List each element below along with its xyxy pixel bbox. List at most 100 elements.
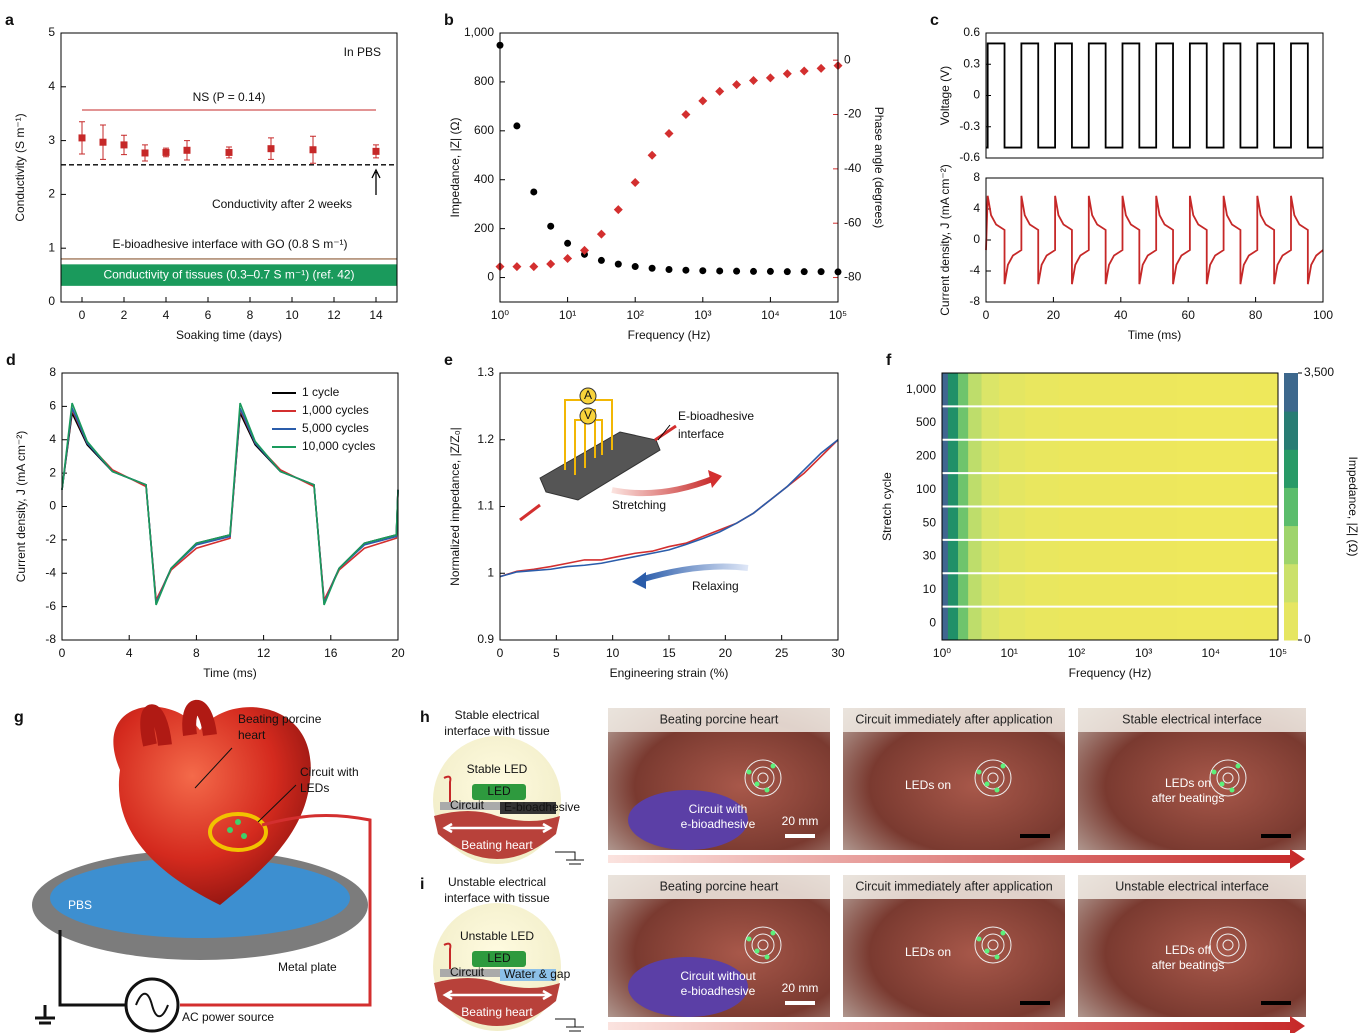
point xyxy=(767,268,774,275)
point xyxy=(598,257,605,264)
reference-label: Conductivity after 2 weeks xyxy=(212,197,352,211)
point xyxy=(530,188,537,195)
inset-status: Unstable LED xyxy=(460,929,534,943)
heat-cell xyxy=(948,440,959,473)
inset-led: LED xyxy=(487,784,511,798)
label: Circuit with xyxy=(300,765,359,779)
point xyxy=(665,266,672,273)
colorbar-tick-label: 0 xyxy=(1304,632,1311,646)
point xyxy=(79,134,86,141)
y-tick-label: 0 xyxy=(973,88,980,102)
y-tick-label: 1 xyxy=(48,240,55,254)
heat-cell xyxy=(1177,440,1245,473)
x-tick-label: 10⁰ xyxy=(933,646,951,660)
led-light xyxy=(1001,764,1006,769)
y-tick-label: 2 xyxy=(48,187,55,201)
heat-cell xyxy=(1059,373,1111,406)
heat-cell xyxy=(958,406,969,439)
point xyxy=(268,145,275,152)
heat-cell xyxy=(958,540,969,573)
line xyxy=(986,196,1323,284)
point xyxy=(632,263,639,270)
heat-cell xyxy=(1244,573,1278,606)
point xyxy=(529,262,538,271)
ground xyxy=(555,852,584,864)
led-light xyxy=(771,931,776,936)
series-label: Relaxing xyxy=(692,579,739,593)
point xyxy=(715,87,724,96)
led-light xyxy=(977,937,982,942)
heat-cell xyxy=(999,607,1026,640)
inset-label: interface xyxy=(678,427,724,441)
y-tick-label: 1,000 xyxy=(906,382,936,396)
x-tick-label: 0 xyxy=(983,308,990,322)
point xyxy=(750,268,757,275)
inset-title: Stable electrical xyxy=(455,708,540,722)
y-tick-label: -4 xyxy=(969,263,980,277)
heat-cell xyxy=(948,373,959,406)
x-tick-label: 10⁵ xyxy=(1269,646,1287,660)
point xyxy=(800,67,809,76)
heat-cell xyxy=(999,507,1026,540)
heat-cell xyxy=(982,573,1000,606)
y-tick-label: 10 xyxy=(923,582,937,596)
point xyxy=(649,265,656,272)
y-tick-label: 400 xyxy=(474,172,494,186)
heat-cell xyxy=(1110,406,1178,439)
led-light xyxy=(995,955,1000,960)
y-tick-label: 800 xyxy=(474,74,494,88)
x-tick-label: 10 xyxy=(606,646,620,660)
heat-cell xyxy=(999,573,1026,606)
point xyxy=(783,69,792,78)
arrow xyxy=(372,170,380,195)
heat-cell xyxy=(942,507,948,540)
heat-cell xyxy=(942,573,948,606)
point xyxy=(121,141,128,148)
inset-led: LED xyxy=(487,951,511,965)
x-tick-label: 0 xyxy=(59,646,66,660)
band-label: Conductivity of tissues (0.3–0.7 S m⁻¹) … xyxy=(103,267,354,281)
x-tick-label: 16 xyxy=(324,646,338,660)
y-tick-label: 6 xyxy=(49,399,56,413)
x-tick-label: 4 xyxy=(126,646,133,660)
heat-cell xyxy=(1059,473,1111,506)
x-tick-label: 20 xyxy=(1047,308,1061,322)
inset-tissue: Beating heart xyxy=(461,838,533,852)
y2-tick-label: -40 xyxy=(844,161,862,175)
annotation: NS (P = 0.14) xyxy=(193,90,266,104)
inset-circuit: Circuit xyxy=(450,965,485,979)
heat-cell xyxy=(942,607,948,640)
y-tick-label: -0.3 xyxy=(959,119,980,133)
led xyxy=(241,833,247,839)
colorbar-tick-label: 3,500 xyxy=(1304,365,1334,379)
label: AC power source xyxy=(182,1010,274,1024)
x-tick-label: 10³ xyxy=(1135,646,1152,660)
y2-axis-label: Phase angle (degrees) xyxy=(872,107,886,228)
progress-arrow xyxy=(608,1016,1305,1033)
led-light xyxy=(977,770,982,775)
x-tick-label: 15 xyxy=(662,646,676,660)
legend-label: 1,000 cycles xyxy=(302,403,369,417)
label: LEDs xyxy=(300,781,329,795)
y-tick-label: 100 xyxy=(916,482,936,496)
led-light xyxy=(747,770,752,775)
y2-tick-label: 0 xyxy=(844,52,851,66)
heat-cell xyxy=(1177,373,1245,406)
point xyxy=(749,76,758,85)
point xyxy=(142,149,149,156)
y-tick-label: 1.3 xyxy=(477,365,494,379)
colorbar-segment xyxy=(1284,564,1298,603)
heat-cell xyxy=(1059,440,1111,473)
inset-layer: Water & gap xyxy=(504,967,571,981)
heat-cell xyxy=(1244,507,1278,540)
stretch-arrow xyxy=(612,478,715,493)
led xyxy=(227,827,233,833)
heat-cell xyxy=(968,507,982,540)
x-tick-label: 10² xyxy=(1068,646,1085,660)
heat-cell xyxy=(1110,440,1178,473)
x-tick-label: 12 xyxy=(327,308,341,322)
y-tick-label: 0.3 xyxy=(963,56,980,70)
y-tick-label: 1.2 xyxy=(477,432,494,446)
heat-cell xyxy=(1059,406,1111,439)
x-tick-label: 25 xyxy=(775,646,789,660)
